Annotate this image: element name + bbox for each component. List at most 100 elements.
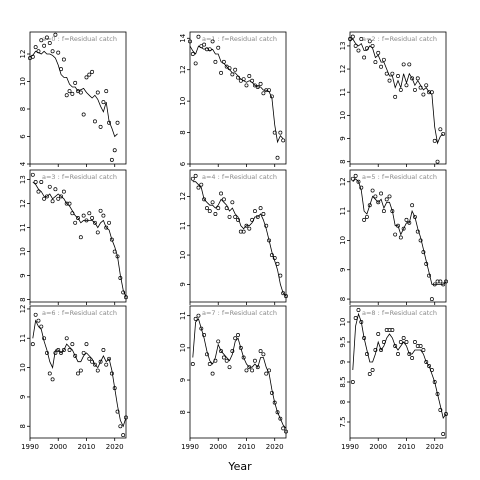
y-tick-label: 12 xyxy=(19,199,27,208)
observed-point xyxy=(36,189,41,194)
observed-point xyxy=(84,342,89,347)
observed-point xyxy=(87,211,92,216)
observed-point xyxy=(404,340,409,344)
observed-point xyxy=(441,131,446,136)
observed-point xyxy=(379,191,384,196)
observed-point xyxy=(98,208,103,213)
observed-point xyxy=(36,318,41,323)
observed-point xyxy=(112,249,117,254)
observed-point xyxy=(92,362,97,367)
observed-point xyxy=(199,44,204,49)
panel-0: 4 6 8 10 12 a=0 : f=Residual catch xyxy=(19,31,127,167)
observed-point xyxy=(364,46,369,51)
observed-point xyxy=(275,155,280,160)
y-tick-label: 11 xyxy=(179,311,187,320)
y-tick-label: 8 xyxy=(339,297,347,301)
observed-point xyxy=(438,279,443,284)
observed-point xyxy=(410,76,415,81)
observed-point xyxy=(387,194,392,199)
y-tick-label: 10 xyxy=(339,318,347,327)
observed-point xyxy=(398,87,403,92)
observed-point xyxy=(210,39,215,44)
observed-point xyxy=(244,83,249,88)
panel-frame xyxy=(29,169,127,303)
observed-point xyxy=(410,356,415,360)
observed-point xyxy=(373,348,378,352)
observed-point xyxy=(216,206,221,211)
observed-point xyxy=(404,83,409,88)
observed-point xyxy=(412,340,417,344)
x-tick-label: 2020 xyxy=(426,443,444,451)
y-tick-label: 10 xyxy=(19,77,27,86)
observed-point xyxy=(219,191,224,196)
observed-point xyxy=(70,91,75,96)
observed-point xyxy=(230,349,235,354)
observed-point xyxy=(367,39,372,44)
x-tick-label: 1990 xyxy=(181,443,199,451)
observed-point xyxy=(73,220,78,225)
observed-point xyxy=(67,348,72,352)
observed-point xyxy=(247,365,252,370)
observed-point xyxy=(50,49,55,54)
observed-point xyxy=(227,214,232,219)
observed-point xyxy=(241,229,246,234)
observed-point xyxy=(50,199,55,204)
observed-point xyxy=(104,225,109,230)
observed-point xyxy=(407,62,412,67)
observed-point xyxy=(418,238,423,243)
observed-point xyxy=(59,194,64,199)
observed-point xyxy=(219,349,224,354)
y-tick-label: 9.5 xyxy=(339,336,347,347)
y-tick-label: 6 xyxy=(179,161,187,166)
y-tick-label: 9 xyxy=(339,360,347,364)
observed-point xyxy=(36,49,41,54)
observed-point xyxy=(390,71,395,76)
observed-point xyxy=(376,200,381,205)
panel-label: a=0 : f=Residual catch xyxy=(42,35,117,43)
observed-point xyxy=(429,368,434,372)
observed-point xyxy=(379,64,384,69)
observed-point xyxy=(78,235,83,240)
observed-point xyxy=(435,279,440,284)
observed-point xyxy=(250,78,255,83)
observed-point xyxy=(61,189,66,194)
x-tick-label: 2010 xyxy=(398,443,416,451)
observed-point xyxy=(359,185,364,190)
observed-point xyxy=(444,412,448,416)
observed-point xyxy=(269,94,274,99)
y-tick-label: 8 xyxy=(339,400,347,404)
observed-point xyxy=(81,350,86,355)
observed-point xyxy=(67,201,72,206)
observed-point xyxy=(224,64,229,69)
y-tick-label: 10 xyxy=(179,251,187,260)
y-tick-label: 8 xyxy=(179,130,187,134)
observed-point xyxy=(90,359,95,364)
observed-point xyxy=(441,282,446,287)
observed-point xyxy=(121,290,126,295)
panel-1: 8 9 10 11 12 13 a=3 : f=Residual catch xyxy=(19,169,128,305)
observed-point xyxy=(401,226,406,231)
y-tick-label: 12 xyxy=(179,192,187,201)
observed-point xyxy=(421,92,426,97)
observed-point xyxy=(64,336,69,341)
y-tick-label: 10 xyxy=(179,97,187,106)
observed-point xyxy=(33,180,38,184)
x-tick-label: 2020 xyxy=(106,443,124,451)
fitted-line xyxy=(352,312,447,419)
observed-point xyxy=(196,313,201,318)
y-tick-label: 6 xyxy=(19,134,27,139)
observed-point xyxy=(255,365,260,370)
observed-point xyxy=(230,200,235,205)
panel-3: 6 8 10 12 14 a=1 : f=Residual catch xyxy=(179,31,287,167)
observed-point xyxy=(258,81,263,86)
observed-point xyxy=(221,197,226,202)
observed-point xyxy=(221,59,226,64)
observed-point xyxy=(53,350,58,355)
panel-label: a=3 : f=Residual catch xyxy=(42,173,117,181)
observed-point xyxy=(396,223,400,228)
observed-point xyxy=(224,358,229,363)
y-tick-label: 8 xyxy=(19,107,27,111)
observed-point xyxy=(236,75,240,80)
y-tick-label: 11 xyxy=(179,221,187,230)
observed-point xyxy=(207,209,212,214)
